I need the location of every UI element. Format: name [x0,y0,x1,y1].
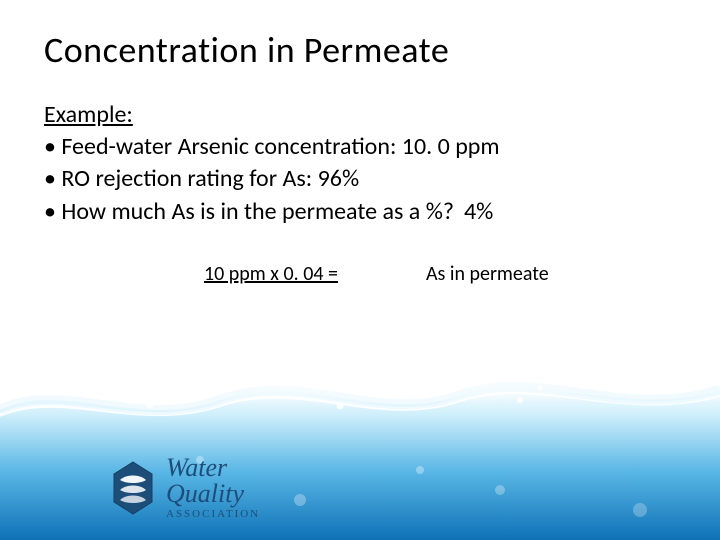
wqa-logo-mark [110,460,156,516]
water-background [0,360,720,540]
page-title: Concentration in Permeate [44,28,676,72]
logo-line-1: Water [166,455,260,481]
bullet-item: • How much As is in the permeate as a %?… [44,196,676,228]
slide: Concentration in Permeate Example: • Fee… [0,0,720,540]
calculation-formula: 10 ppm x 0. 04 = [204,262,338,286]
wqa-logo-text: Water Quality Association [166,455,260,520]
answer-value: 4% [464,197,493,226]
calculation-row: 10 ppm x 0. 04 = As in permeate [44,262,676,286]
logo-line-3: Association [166,509,260,520]
logo-line-2: Quality [166,481,260,507]
bullet-item: • Feed-water Arsenic concentration: 10. … [44,131,676,163]
bullet-text: • How much As is in the permeate as a %? [44,197,454,226]
wqa-logo: Water Quality Association [110,455,260,520]
calculation-result-label: As in permeate [426,262,549,286]
example-label: Example: [44,100,676,129]
bullet-item: • RO rejection rating for As: 96% [44,163,676,195]
